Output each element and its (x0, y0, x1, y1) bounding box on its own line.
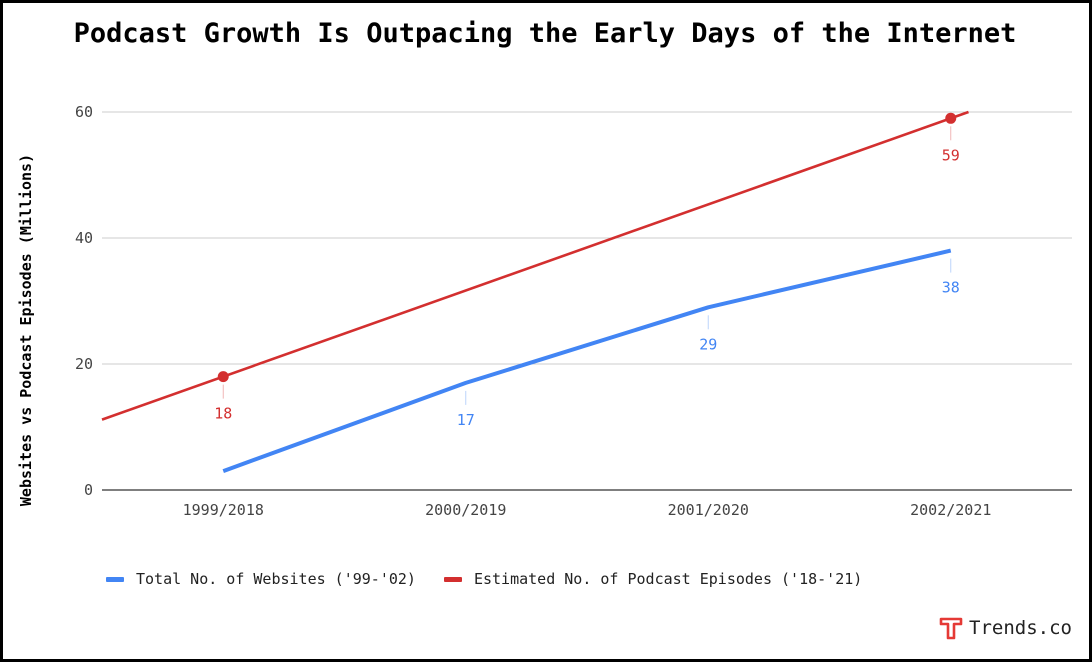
podcast-data-point (217, 371, 229, 383)
legend-label-podcasts: Estimated No. of Podcast Episodes ('18-'… (473, 570, 863, 588)
legend-swatch-websites (106, 576, 124, 582)
y-tick-label: 40 (75, 229, 93, 247)
y-tick-label: 20 (75, 355, 93, 373)
legend-swatch-podcasts (443, 576, 462, 582)
brand: Trends.co (939, 616, 1072, 640)
data-label: 18 (214, 405, 232, 423)
data-label: 17 (457, 411, 475, 429)
x-tick-label: 2001/2020 (668, 501, 749, 519)
y-tick-label: 60 (75, 103, 93, 121)
data-label: 59 (942, 146, 960, 164)
y-tick-label: 0 (84, 481, 93, 499)
data-label: 38 (942, 279, 960, 297)
legend: Total No. of Websites ('99-'02) Estimate… (106, 570, 862, 588)
legend-item-websites[interactable]: Total No. of Websites ('99-'02) (106, 570, 416, 588)
brand-name: Trends.co (969, 617, 1072, 639)
podcast-data-point (945, 112, 957, 124)
x-tick-label: 1999/2018 (183, 501, 264, 519)
chart-title: Podcast Growth Is Outpacing the Early Da… (73, 18, 1017, 49)
websites-line (222, 248, 952, 473)
legend-item-podcasts[interactable]: Estimated No. of Podcast Episodes ('18-'… (443, 570, 863, 588)
legend-label-websites: Total No. of Websites ('99-'02) (136, 570, 416, 588)
podcast-trendline (101, 110, 969, 421)
x-tick-label: 2002/2021 (910, 501, 991, 519)
data-label: 29 (699, 335, 717, 353)
trends-logo-icon (939, 617, 963, 640)
x-tick-label: 2000/2019 (425, 501, 506, 519)
